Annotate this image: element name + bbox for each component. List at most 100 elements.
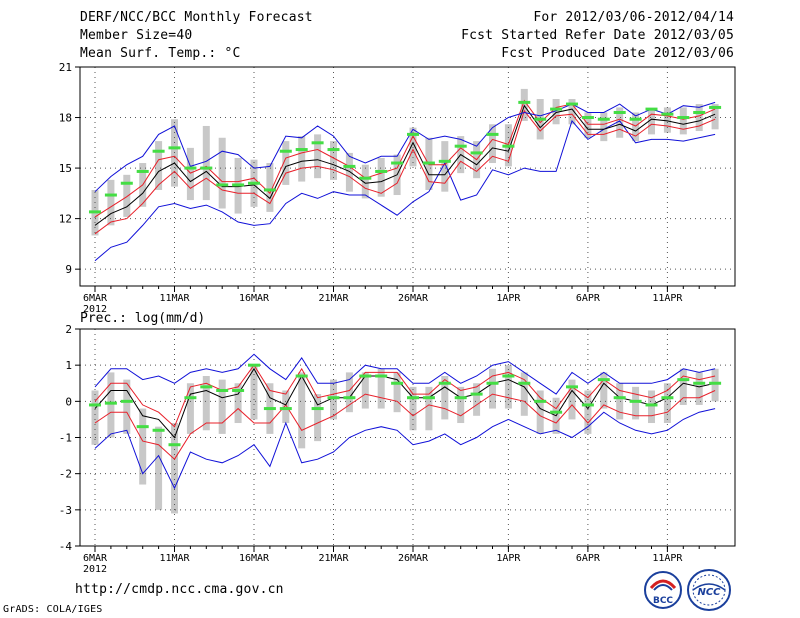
spread-bar xyxy=(361,164,369,199)
green-marker xyxy=(550,410,563,414)
spread-bar xyxy=(552,99,560,125)
series-line-lower-bound xyxy=(94,408,716,490)
spread-bar xyxy=(282,390,290,424)
green-marker xyxy=(152,428,165,432)
green-marker xyxy=(422,161,435,165)
green-marker xyxy=(216,183,229,187)
spread-bar xyxy=(489,368,496,409)
member-size: Member Size=40 xyxy=(80,28,193,43)
green-marker xyxy=(597,378,610,382)
green-marker xyxy=(216,388,229,392)
spread-bar xyxy=(377,157,385,197)
green-marker xyxy=(104,401,117,405)
x-tick-label: 11MAR xyxy=(159,553,190,564)
bcc-logo-text: BCC xyxy=(653,596,673,606)
green-marker xyxy=(438,159,451,163)
green-marker xyxy=(391,381,404,385)
spread-bar xyxy=(361,372,369,409)
green-marker xyxy=(597,117,610,121)
green-marker xyxy=(486,132,499,136)
green-marker xyxy=(677,116,690,120)
green-marker xyxy=(518,100,531,104)
x-tick-label: 26MAR xyxy=(398,293,429,304)
fcst-produced-date: Fcst Produced Date 2012/03/06 xyxy=(501,46,734,61)
variable-label: Mean Surf. Temp.: °C xyxy=(80,46,241,61)
green-marker xyxy=(343,396,356,400)
green-marker xyxy=(89,210,101,214)
spread-bar xyxy=(393,372,401,413)
green-marker xyxy=(613,396,626,400)
x-tick-year-label: 2012 xyxy=(83,304,107,315)
y-tick-label: -2 xyxy=(59,468,72,481)
green-marker xyxy=(295,374,308,378)
green-marker xyxy=(89,403,101,407)
x-tick-label: 1APR xyxy=(496,553,521,564)
green-marker xyxy=(343,164,356,168)
spread-bar xyxy=(648,109,655,135)
green-marker xyxy=(311,141,324,145)
spread-bar xyxy=(250,365,258,420)
spread-bar xyxy=(600,372,608,409)
spread-bar xyxy=(584,112,592,138)
green-marker xyxy=(486,381,499,385)
x-tick-year-label: 2012 xyxy=(83,564,107,575)
x-tick-label: 6APR xyxy=(576,293,601,304)
series-line-lower-red xyxy=(94,390,716,460)
spread-bar xyxy=(457,386,465,424)
green-marker xyxy=(136,425,149,429)
green-marker xyxy=(534,399,547,403)
green-marker xyxy=(407,396,419,400)
y-tick-label: 1 xyxy=(65,359,72,372)
spread-bar xyxy=(123,379,131,434)
spread-bar xyxy=(314,394,322,442)
spread-bar xyxy=(663,383,671,424)
green-marker xyxy=(470,151,483,155)
green-marker xyxy=(693,110,706,114)
y-tick-label: -1 xyxy=(59,432,72,445)
green-marker xyxy=(566,102,578,106)
green-marker xyxy=(677,378,690,382)
green-marker xyxy=(566,385,578,389)
y-tick-label: 12 xyxy=(59,213,72,226)
green-marker xyxy=(422,396,435,400)
spread-bar xyxy=(155,141,163,190)
green-marker xyxy=(168,443,181,447)
series-line-ensemble-mean xyxy=(94,367,716,439)
green-marker xyxy=(359,176,372,180)
spread-bar xyxy=(679,107,687,135)
x-tick-label: 16MAR xyxy=(239,293,270,304)
x-tick-label: 16MAR xyxy=(239,553,270,564)
spread-bar xyxy=(202,125,210,201)
spread-bar xyxy=(186,147,194,201)
spread-bar xyxy=(123,174,131,217)
spread-bar xyxy=(695,372,703,405)
bcc-logo: BCC xyxy=(644,571,682,609)
green-marker xyxy=(359,374,372,378)
spread-bar xyxy=(441,141,449,192)
spread-bar xyxy=(504,365,512,409)
green-marker xyxy=(709,381,722,385)
plot-frame xyxy=(79,66,736,287)
green-marker xyxy=(375,374,388,378)
green-marker xyxy=(136,169,149,173)
y-tick-label: -3 xyxy=(59,504,72,517)
green-marker xyxy=(184,166,197,170)
spread-bar xyxy=(489,124,496,164)
precip-variable-label: Prec.: log(mm/d) xyxy=(80,311,205,326)
spread-bar xyxy=(536,390,544,434)
plot-frame xyxy=(79,328,736,547)
green-marker xyxy=(200,166,213,170)
chart-title: DERF/NCC/BCC Monthly Forecast xyxy=(80,10,313,25)
spread-bar xyxy=(377,368,385,409)
y-tick-label: 15 xyxy=(59,162,72,175)
ncc-logo: NCC xyxy=(687,569,731,611)
spread-bar xyxy=(234,383,242,424)
x-tick-label: 26MAR xyxy=(398,553,429,564)
green-marker xyxy=(454,396,467,400)
green-marker xyxy=(279,149,292,153)
spread-bar xyxy=(600,112,608,142)
x-tick-label: 21MAR xyxy=(318,293,349,304)
